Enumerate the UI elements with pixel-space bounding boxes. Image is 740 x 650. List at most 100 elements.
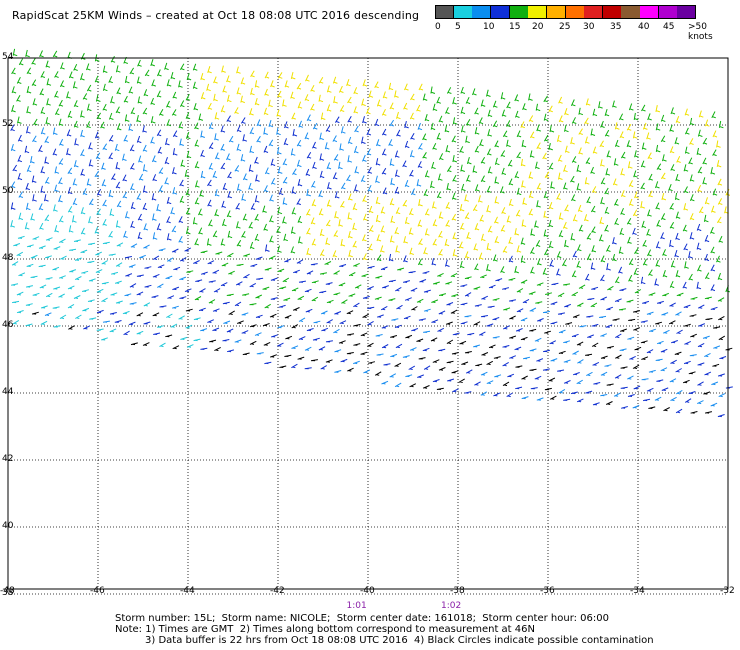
wind-barb xyxy=(389,373,397,378)
wind-barb xyxy=(451,135,457,143)
wind-barb xyxy=(226,94,232,103)
wind-barb xyxy=(452,332,460,336)
wind-barb xyxy=(572,314,580,318)
wind-barb xyxy=(493,254,498,262)
wind-barb xyxy=(360,351,368,355)
wind-barb xyxy=(255,314,263,318)
wind-barb xyxy=(352,240,358,248)
wind-barb xyxy=(311,199,317,207)
wind-barb xyxy=(404,180,410,188)
wind-barb xyxy=(310,103,315,111)
wind-barb xyxy=(402,199,408,207)
wind-barb xyxy=(333,292,341,296)
wind-barb xyxy=(44,136,49,144)
wind-barb xyxy=(549,125,555,133)
wind-barb xyxy=(290,91,295,99)
wind-barb xyxy=(45,117,51,125)
wind-barb xyxy=(88,216,93,224)
wind-barb xyxy=(101,281,109,285)
wind-barb xyxy=(353,146,359,154)
wind-barb xyxy=(409,150,415,158)
wind-barb xyxy=(409,208,414,216)
wind-barb xyxy=(466,232,471,240)
wind-barb xyxy=(52,306,60,309)
wind-barb xyxy=(290,71,296,80)
wind-barb xyxy=(292,168,297,176)
wind-barb xyxy=(465,119,471,126)
wind-barb xyxy=(282,158,288,166)
wind-barb xyxy=(214,189,220,197)
wind-barb xyxy=(431,319,439,323)
wind-barb xyxy=(380,206,386,214)
wind-barb xyxy=(298,236,303,244)
wind-barb xyxy=(460,106,466,115)
wind-barb xyxy=(362,79,368,87)
wind-barb xyxy=(129,302,137,305)
wind-barb xyxy=(150,97,155,105)
wind-barb xyxy=(409,169,414,177)
wind-barb xyxy=(87,299,95,302)
wind-barb xyxy=(576,183,582,191)
wind-barb xyxy=(249,324,257,328)
wind-barb xyxy=(424,170,430,178)
wind-barb xyxy=(446,339,454,345)
wind-barb xyxy=(67,51,72,59)
wind-barb xyxy=(305,308,313,313)
wind-barb xyxy=(284,354,292,357)
wind-barb xyxy=(304,288,312,293)
wind-barb xyxy=(333,154,339,161)
wind-barb xyxy=(116,123,122,131)
wind-barb xyxy=(242,293,250,296)
wind-barb xyxy=(508,178,514,186)
wind-barb xyxy=(143,89,149,97)
wind-barb xyxy=(515,328,523,332)
wind-barb xyxy=(640,320,648,323)
wind-barb xyxy=(683,304,691,308)
wind-barb xyxy=(698,110,704,118)
wind-barb xyxy=(655,241,661,249)
wind-barb xyxy=(450,309,458,314)
wind-barb xyxy=(572,250,578,258)
wind-barb xyxy=(254,332,262,336)
wind-barb xyxy=(325,282,333,285)
wind-barb xyxy=(115,181,121,189)
colorbar-swatch xyxy=(658,5,678,19)
wind-barb xyxy=(165,137,170,146)
wind-barb xyxy=(614,374,622,379)
wind-barb xyxy=(220,162,226,170)
wind-barb xyxy=(226,75,231,83)
wind-barb xyxy=(585,157,591,165)
wind-barb xyxy=(474,381,481,386)
wind-barb xyxy=(684,261,689,269)
wind-barb xyxy=(675,270,681,278)
wind-barb xyxy=(642,122,648,130)
wind-barb xyxy=(718,393,726,398)
wind-barb xyxy=(297,178,303,187)
wind-barb xyxy=(486,360,494,366)
wind-barb xyxy=(661,312,669,316)
wind-barb xyxy=(32,135,37,143)
wind-barb xyxy=(226,293,234,296)
wind-barb xyxy=(528,171,534,179)
wind-barb xyxy=(222,218,227,227)
wind-barb xyxy=(544,171,550,179)
wind-barb xyxy=(516,187,522,196)
wind-barb xyxy=(319,272,327,275)
wind-barb xyxy=(59,238,66,243)
wind-barb xyxy=(380,266,388,271)
wind-barb xyxy=(374,81,379,89)
wind-barb xyxy=(591,323,599,327)
wind-barb xyxy=(606,306,614,311)
wind-barb xyxy=(514,94,519,102)
time-label: 1:01 xyxy=(346,601,367,611)
wind-barb xyxy=(668,320,676,325)
wind-barb xyxy=(366,148,372,156)
wind-barb xyxy=(241,312,249,316)
wind-barb xyxy=(633,112,639,121)
wind-barb xyxy=(166,119,172,127)
wind-barb xyxy=(438,211,444,219)
wind-barb xyxy=(620,151,626,159)
wind-barb xyxy=(115,162,121,170)
wind-barb xyxy=(152,213,157,221)
latitude-label: 40 xyxy=(2,521,14,531)
